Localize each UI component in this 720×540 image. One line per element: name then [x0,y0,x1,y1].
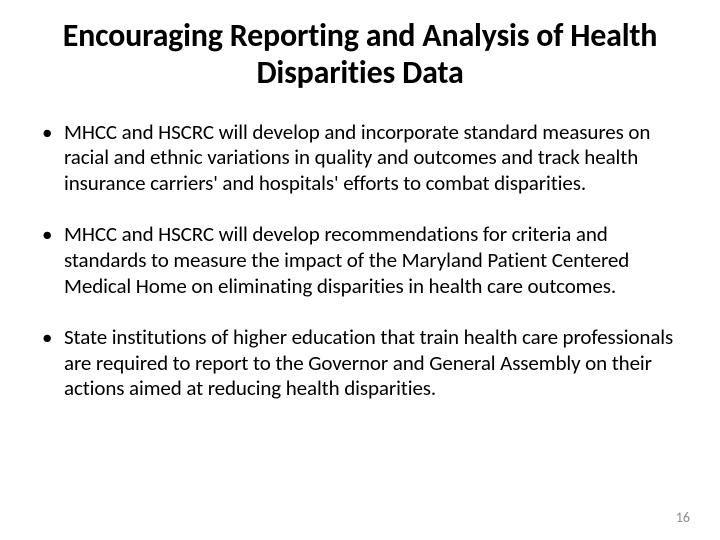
slide-container: Encouraging Reporting and Analysis of He… [0,0,720,540]
slide-title: Encouraging Reporting and Analysis of He… [30,18,690,92]
bullet-list: MHCC and HSCRC will develop and incorpor… [30,120,690,402]
bullet-item: MHCC and HSCRC will develop and incorpor… [30,120,690,197]
bullet-item: State institutions of higher education t… [30,325,690,402]
bullet-item: MHCC and HSCRC will develop recommendati… [30,222,690,299]
page-number: 16 [676,509,690,526]
